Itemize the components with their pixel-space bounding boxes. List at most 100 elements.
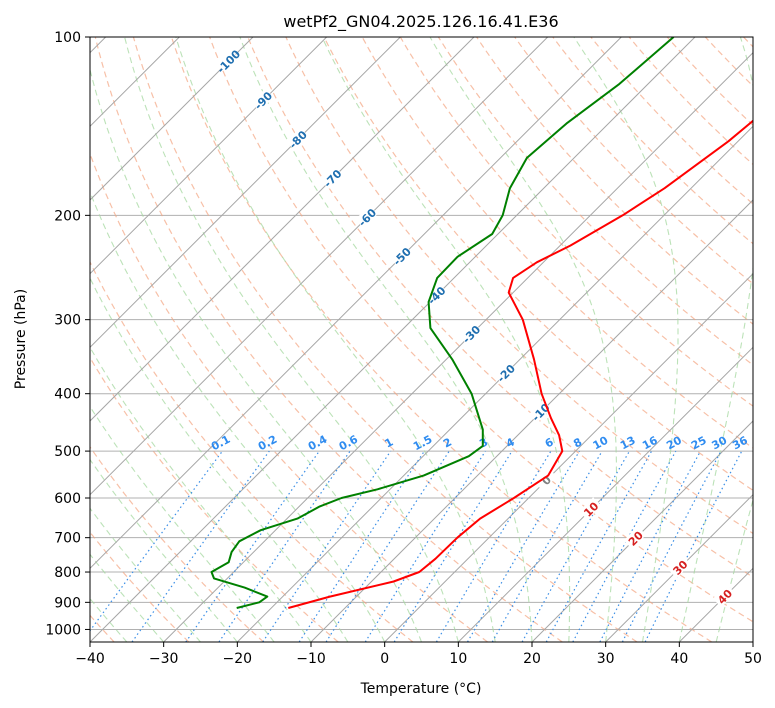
plot-frame bbox=[89, 36, 754, 643]
y-tick-label: 800 bbox=[54, 565, 81, 581]
isotherm-label-bg bbox=[459, 322, 482, 345]
x-tick-label: 20 bbox=[523, 651, 541, 667]
x-tick-label: 30 bbox=[597, 651, 615, 667]
dry-adiabat bbox=[247, 37, 753, 578]
dewpoint-profile bbox=[210, 37, 675, 609]
mixing-ratio-label: 36 bbox=[730, 434, 750, 453]
moist-adiabat bbox=[678, 37, 753, 642]
isotherm-label-bg bbox=[285, 127, 309, 151]
x-tick-label: −40 bbox=[75, 651, 105, 667]
moist-adiabat bbox=[90, 507, 201, 642]
x-ticks: −40 −30 −20 −10 0 10 20 30 40 50 bbox=[75, 642, 762, 667]
moist-adiabat bbox=[175, 37, 496, 642]
mixing-ratio-label: 25 bbox=[689, 434, 709, 453]
y-tick-label: 900 bbox=[54, 595, 81, 611]
isotherm-line bbox=[90, 37, 549, 496]
mixing-ratio-label: 13 bbox=[618, 434, 638, 453]
background-lines bbox=[90, 37, 753, 642]
mixing-ratio-line bbox=[435, 450, 552, 642]
isotherm-line bbox=[90, 37, 328, 275]
isotherm-label-bg bbox=[355, 205, 378, 229]
y-tick-label: 1000 bbox=[45, 622, 81, 638]
plot-area bbox=[90, 37, 753, 642]
isotherm-label-bg bbox=[578, 497, 602, 520]
moist-adiabat bbox=[90, 458, 238, 642]
isotherm-label-bg bbox=[668, 555, 691, 579]
isotherm-label-bg bbox=[251, 88, 274, 112]
moist-adiabat bbox=[321, 37, 571, 642]
y-tick-label: 300 bbox=[54, 313, 81, 329]
isotherm-line bbox=[605, 493, 753, 642]
mixing-ratio-label: 16 bbox=[640, 434, 660, 453]
y-axis-title: Pressure (hPa) bbox=[13, 289, 29, 389]
x-tick-label: 50 bbox=[744, 651, 762, 667]
mixing-ratio-line bbox=[262, 450, 392, 642]
mixing-ratio-line bbox=[466, 450, 580, 642]
dry-adiabat bbox=[323, 37, 753, 492]
dry-adiabat bbox=[132, 37, 638, 642]
dry-adiabat bbox=[285, 37, 753, 535]
mixing-ratio-line bbox=[364, 450, 486, 642]
isotherm-line bbox=[90, 37, 696, 642]
dry-adiabat bbox=[514, 37, 753, 285]
moist-adiabat bbox=[90, 67, 423, 642]
mixing-ratio-line bbox=[218, 450, 351, 642]
moist-adiabat bbox=[90, 597, 128, 642]
isotherm-label-bg bbox=[424, 283, 448, 307]
x-tick-label: −20 bbox=[223, 651, 253, 667]
dry-adiabat bbox=[90, 445, 264, 642]
x-tick-label: −30 bbox=[149, 651, 179, 667]
isotherm-label-bg bbox=[493, 361, 517, 384]
x-tick-label: −10 bbox=[296, 651, 326, 667]
dry-adiabat bbox=[90, 260, 414, 642]
y-tick-label: 100 bbox=[54, 30, 81, 46]
isotherm-line bbox=[310, 199, 753, 642]
moist-adiabat bbox=[90, 190, 386, 642]
mixing-ratio-label: 10 bbox=[591, 434, 611, 453]
temperature-profile bbox=[288, 119, 753, 609]
isotherm-line bbox=[752, 641, 753, 642]
moist-adiabat bbox=[573, 37, 679, 642]
mixing-ratio-label: 30 bbox=[710, 434, 730, 453]
line-labels: 0.1 0.2 0.4 0.6 1 1.5 2 3 4 6 8 10 13 16 20 25 30 36-100-… bbox=[209, 47, 750, 608]
y-tick-label: 700 bbox=[54, 531, 81, 547]
mixing-ratio-label: 20 bbox=[664, 434, 684, 453]
chart-title: wetPf2_GN04.2025.126.16.41.E36 bbox=[283, 12, 558, 32]
isotherm-line bbox=[90, 37, 622, 570]
isotherm-line bbox=[236, 125, 753, 642]
mixing-ratio-line bbox=[325, 450, 450, 642]
isotherm-label-bg bbox=[712, 584, 736, 608]
moist-adiabat bbox=[429, 37, 618, 642]
x-axis-title: Temperature (°C) bbox=[360, 681, 482, 697]
y-tick-label: 400 bbox=[54, 387, 81, 403]
moist-adiabat bbox=[90, 405, 275, 642]
isotherm-label-bg bbox=[623, 526, 647, 550]
mixing-ratio-line bbox=[572, 450, 677, 642]
isotherm-line bbox=[457, 346, 753, 642]
isotherm-line bbox=[90, 37, 254, 201]
mixing-ratio-line bbox=[185, 450, 320, 642]
x-tick-label: 40 bbox=[670, 651, 688, 667]
mixing-ratio-line bbox=[599, 450, 702, 642]
isotherm-label-bg bbox=[389, 244, 413, 268]
mixing-ratio-line bbox=[298, 450, 425, 642]
isotherm-line bbox=[384, 272, 753, 642]
y-tick-label: 600 bbox=[54, 491, 81, 507]
moist-adiabat bbox=[239, 37, 533, 642]
isotherm-label-bg bbox=[216, 49, 240, 73]
dry-adiabat bbox=[94, 37, 563, 642]
y-tick-label: 500 bbox=[54, 444, 81, 460]
y-ticks: 100 200 300 400 500 600 700 800 900 1000 bbox=[45, 30, 90, 638]
y-tick-label: 200 bbox=[54, 208, 81, 224]
x-tick-label: 10 bbox=[449, 651, 467, 667]
mixing-ratio-line bbox=[393, 450, 513, 642]
isotherm-label-bg bbox=[534, 468, 558, 491]
isotherm-line bbox=[90, 37, 475, 422]
x-tick-label: 0 bbox=[380, 651, 389, 667]
profiles bbox=[210, 37, 753, 609]
moist-adiabat bbox=[90, 553, 165, 642]
dry-adiabat bbox=[170, 37, 713, 642]
isotherm-label-bg bbox=[320, 166, 344, 190]
dry-adiabat bbox=[476, 37, 753, 325]
